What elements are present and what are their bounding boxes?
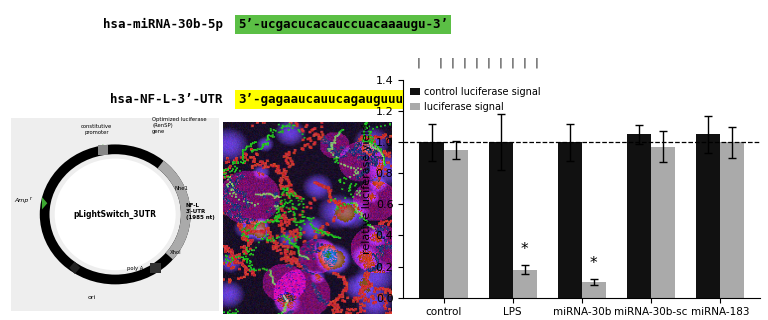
Text: NF-L
3'-UTR
(1985 nt): NF-L 3'-UTR (1985 nt)	[186, 203, 214, 220]
Text: Amp: Amp	[15, 198, 28, 203]
Text: |: |	[462, 58, 468, 68]
Text: Optimized luciferase
(RenSP)
gene: Optimized luciferase (RenSP) gene	[152, 117, 207, 134]
Legend: control luciferase signal, luciferase signal: control luciferase signal, luciferase si…	[408, 85, 542, 114]
Text: |: |	[533, 58, 539, 68]
Bar	[488, 142, 513, 298]
Bar	[98, 145, 108, 155]
Text: r: r	[29, 196, 31, 201]
Text: pLightSwitch_3UTR: pLightSwitch_3UTR	[74, 210, 157, 219]
Bar	[444, 150, 468, 298]
Bar	[558, 142, 582, 298]
Text: constitutive
promoter: constitutive promoter	[81, 124, 112, 135]
Bar	[696, 134, 720, 298]
Circle shape	[55, 159, 176, 270]
Polygon shape	[98, 144, 108, 153]
Bar	[720, 142, 744, 298]
Text: |: |	[509, 58, 515, 68]
Text: |: |	[450, 58, 455, 68]
Text: *: *	[590, 256, 598, 271]
Y-axis label: relative luciferase yield: relative luciferase yield	[362, 124, 372, 254]
Text: |: |	[415, 58, 422, 68]
Text: |: |	[438, 58, 444, 68]
Text: *: *	[521, 242, 528, 257]
Text: 5’-ucgacucacauccuacaaaugu-3’: 5’-ucgacucacauccuacaaaugu-3’	[238, 18, 448, 31]
Text: |: |	[485, 58, 492, 68]
Polygon shape	[69, 261, 80, 274]
Polygon shape	[42, 197, 48, 209]
Text: ori: ori	[88, 295, 96, 300]
Bar	[151, 263, 161, 273]
Bar	[582, 282, 606, 298]
Text: Nhe1: Nhe1	[174, 186, 188, 191]
Text: |: |	[498, 58, 503, 68]
Text: poly A: poly A	[127, 267, 144, 271]
Text: 3’-gagaaucauucagauguuuaca-5’: 3’-gagaaucauucagauguuuaca-5’	[238, 93, 448, 106]
Bar	[419, 142, 444, 298]
Bar	[650, 147, 675, 298]
Text: |: |	[521, 58, 527, 68]
Text: hsa-miRNA-30b-5p: hsa-miRNA-30b-5p	[103, 18, 223, 31]
Text: hsa-NF-L-3’-UTR: hsa-NF-L-3’-UTR	[111, 93, 223, 106]
Bar	[627, 134, 650, 298]
Text: Xhol: Xhol	[170, 250, 182, 255]
Text: |: |	[474, 58, 479, 68]
Bar	[513, 270, 537, 298]
